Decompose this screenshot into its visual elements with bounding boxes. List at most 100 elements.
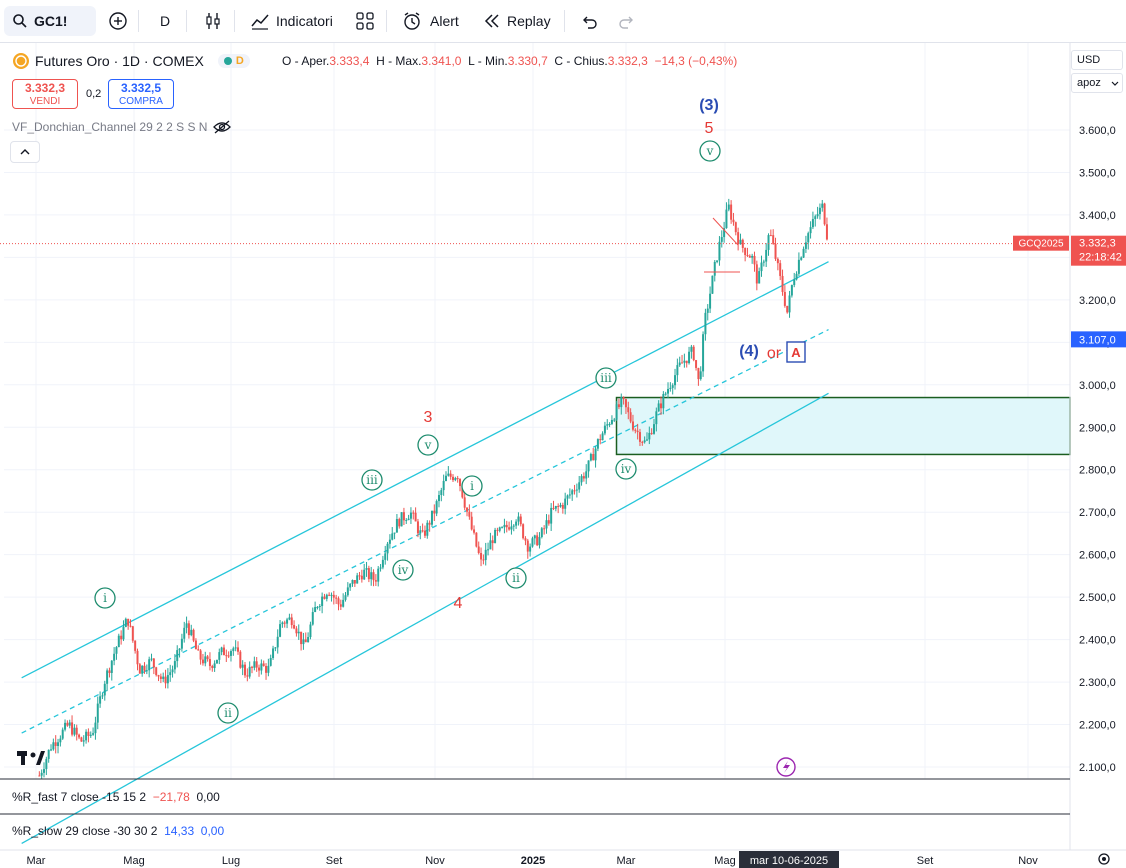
candle[interactable]: [697, 367, 700, 386]
candle[interactable]: [218, 648, 221, 665]
candle[interactable]: [412, 510, 415, 520]
candle[interactable]: [267, 658, 270, 677]
candle[interactable]: [92, 727, 95, 736]
candle[interactable]: [183, 621, 186, 643]
candle[interactable]: [421, 523, 424, 533]
currency-select[interactable]: USD: [1071, 50, 1123, 70]
candle[interactable]: [592, 447, 595, 461]
candle[interactable]: [248, 661, 251, 679]
candle[interactable]: [204, 651, 207, 667]
candle[interactable]: [674, 368, 677, 390]
candle[interactable]: [262, 660, 265, 667]
candle[interactable]: [596, 438, 599, 452]
candle[interactable]: [75, 724, 78, 741]
candle[interactable]: [790, 284, 793, 298]
candle[interactable]: [547, 514, 550, 526]
candle[interactable]: [681, 354, 684, 364]
candle[interactable]: [575, 483, 578, 498]
candle[interactable]: [624, 398, 627, 415]
wave-label[interactable]: iii: [361, 469, 383, 491]
candle[interactable]: [487, 542, 490, 556]
candle[interactable]: [725, 202, 728, 229]
candle[interactable]: [442, 474, 445, 496]
candle[interactable]: [557, 503, 560, 514]
candle[interactable]: [279, 619, 282, 638]
candle[interactable]: [566, 494, 569, 506]
candle[interactable]: [452, 474, 455, 482]
candle[interactable]: [419, 525, 422, 540]
candle[interactable]: [134, 640, 137, 654]
layouts-button[interactable]: [356, 6, 374, 36]
candle[interactable]: [613, 417, 616, 423]
alert-button[interactable]: Alert: [402, 6, 459, 36]
candle[interactable]: [332, 590, 335, 605]
candle[interactable]: [767, 233, 770, 256]
candle[interactable]: [571, 488, 574, 501]
candle[interactable]: [370, 566, 373, 586]
candle[interactable]: [162, 672, 165, 683]
candle[interactable]: [690, 344, 693, 359]
undo-button[interactable]: [580, 6, 598, 36]
candle[interactable]: [138, 663, 141, 674]
candle[interactable]: [43, 762, 46, 778]
wave-label[interactable]: i: [94, 587, 116, 609]
candle[interactable]: [127, 618, 130, 630]
candle[interactable]: [449, 470, 452, 480]
candle[interactable]: [667, 382, 670, 399]
candle[interactable]: [227, 651, 230, 659]
candle[interactable]: [157, 674, 160, 682]
candle[interactable]: [489, 532, 492, 550]
indicator-legend[interactable]: VF_Donchian_Channel 29 2 2 S S N: [12, 120, 232, 134]
candle[interactable]: [437, 490, 440, 508]
candle[interactable]: [718, 236, 721, 266]
candle[interactable]: [241, 660, 244, 676]
candle[interactable]: [68, 719, 71, 729]
candle[interactable]: [655, 407, 658, 432]
candle[interactable]: [522, 523, 525, 540]
candle[interactable]: [477, 541, 480, 555]
candle[interactable]: [447, 466, 450, 477]
candle[interactable]: [550, 503, 553, 531]
wave-label[interactable]: ii: [505, 567, 527, 589]
candle[interactable]: [636, 423, 639, 440]
candle[interactable]: [40, 769, 43, 780]
candle[interactable]: [50, 744, 53, 752]
candle[interactable]: [456, 475, 459, 483]
candle[interactable]: [253, 656, 256, 671]
candle[interactable]: [45, 756, 48, 776]
candle[interactable]: [473, 525, 476, 535]
candle[interactable]: [337, 596, 340, 611]
candle[interactable]: [730, 200, 733, 224]
candle[interactable]: [302, 632, 305, 650]
candle[interactable]: [269, 654, 272, 667]
candle[interactable]: [538, 532, 541, 549]
candle[interactable]: [727, 198, 730, 212]
candle[interactable]: [304, 632, 307, 643]
candle[interactable]: [610, 415, 613, 426]
candle[interactable]: [578, 475, 581, 493]
candle[interactable]: [166, 668, 169, 689]
candle[interactable]: [297, 624, 300, 640]
wave-label[interactable]: (3): [699, 97, 719, 114]
candle[interactable]: [194, 638, 197, 650]
sell-button[interactable]: 3.332,3 VENDI: [12, 79, 78, 109]
candle[interactable]: [59, 735, 62, 747]
candle[interactable]: [99, 691, 102, 708]
candle[interactable]: [480, 547, 483, 567]
candle[interactable]: [300, 631, 303, 651]
candle[interactable]: [199, 649, 202, 665]
candle[interactable]: [433, 504, 436, 522]
candle[interactable]: [629, 408, 632, 424]
candle[interactable]: [87, 728, 90, 743]
candle[interactable]: [512, 524, 515, 532]
candle[interactable]: [239, 650, 242, 669]
wave-label[interactable]: 4: [454, 595, 463, 612]
candle[interactable]: [468, 504, 471, 520]
candle[interactable]: [145, 664, 148, 675]
candle[interactable]: [328, 592, 331, 597]
candle[interactable]: [89, 731, 92, 738]
candle[interactable]: [353, 580, 356, 587]
candle[interactable]: [379, 564, 382, 572]
candle[interactable]: [648, 426, 651, 445]
